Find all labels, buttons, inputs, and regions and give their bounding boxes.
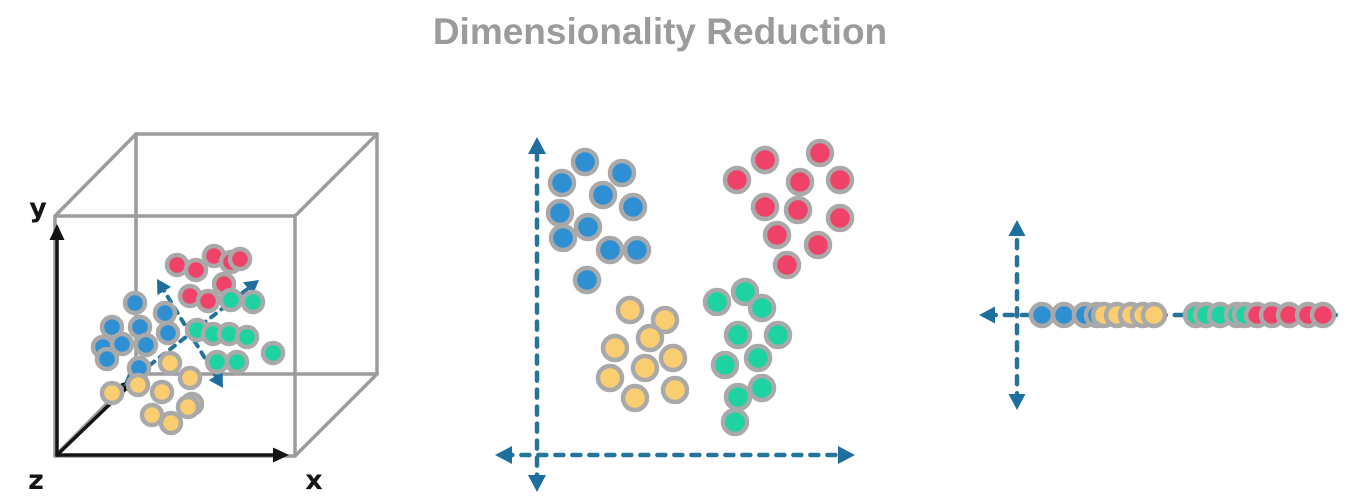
red-cluster-point — [772, 250, 802, 280]
blue-cluster-point — [545, 198, 575, 228]
blue-cluster-point — [595, 235, 625, 265]
red-cluster-point — [183, 257, 209, 283]
green-cluster-point — [224, 349, 250, 375]
cube-axis-label-x: x — [305, 465, 322, 496]
green-cluster-point — [204, 349, 230, 375]
cube-x-axis-end-arrowhead — [273, 447, 289, 463]
yellow-cluster-point — [157, 350, 183, 376]
yellow-cluster-point — [630, 353, 660, 383]
yellow-cluster-point — [650, 305, 680, 335]
blue-cluster-point — [1050, 301, 1078, 329]
red-cluster-point — [825, 203, 855, 233]
plane-x-axis-end-arrowhead — [838, 446, 855, 464]
blue-cluster-point — [94, 346, 120, 372]
blue-cluster-point — [152, 300, 178, 326]
plane-y-axis-end-arrowhead — [528, 137, 546, 154]
yellow-cluster-point — [620, 383, 650, 413]
blue-cluster-point — [109, 331, 135, 357]
yellow-cluster-point — [125, 372, 151, 398]
green-cluster-point — [240, 289, 266, 315]
red-cluster-point — [750, 145, 780, 175]
green-cluster-point — [723, 320, 753, 350]
plane-x-axis-start-arrowhead — [495, 446, 512, 464]
red-cluster-point — [783, 195, 813, 225]
yellow-cluster-point — [600, 333, 630, 363]
red-cluster-point — [195, 288, 221, 314]
red-cluster-point — [1309, 301, 1337, 329]
green-cluster-point — [234, 324, 260, 350]
blue-cluster-point — [122, 290, 148, 316]
red-cluster-point — [722, 165, 752, 195]
cube-projection-arrow-end-arrowhead — [208, 371, 223, 388]
cube-axis-label-y: y — [29, 193, 47, 224]
cube-depth-edge — [293, 372, 379, 458]
red-cluster-point — [750, 192, 780, 222]
green-cluster-point — [730, 277, 760, 307]
blue-cluster-point — [588, 180, 618, 210]
yellow-cluster-point — [177, 365, 203, 391]
yellow-cluster-point — [615, 295, 645, 325]
green-cluster-point — [720, 407, 750, 437]
green-cluster-point — [710, 350, 740, 380]
green-cluster-point — [747, 373, 777, 403]
yellow-cluster-point — [175, 394, 201, 420]
plane-y-axis-start-arrowhead — [528, 475, 546, 492]
red-cluster-point — [785, 167, 815, 197]
blue-cluster-point — [1028, 301, 1056, 329]
cube-axis-label-z: z — [28, 465, 44, 496]
blue-cluster-point — [572, 265, 602, 295]
green-cluster-point — [723, 382, 753, 412]
blue-cluster-point — [618, 192, 648, 222]
red-cluster-point — [762, 220, 792, 250]
yellow-cluster-point — [660, 375, 690, 405]
cube-depth-edge — [293, 132, 379, 218]
cube-projection-arrow-start-arrowhead — [157, 279, 172, 296]
yellow-cluster-point — [635, 323, 665, 353]
yellow-cluster-point — [99, 380, 125, 406]
yellow-cluster-point — [149, 379, 175, 405]
cube-depth-edge — [53, 132, 138, 218]
blue-cluster-point — [548, 223, 578, 253]
cube-y-axis-end-arrowhead — [49, 224, 65, 240]
yellow-cluster-point — [1140, 301, 1168, 329]
blue-cluster-point — [607, 158, 637, 188]
line-y-axis-end-arrowhead — [1008, 220, 1026, 236]
green-cluster-point — [747, 293, 777, 323]
red-cluster-point — [805, 138, 835, 168]
blue-cluster-point — [133, 332, 159, 358]
red-cluster-point — [825, 165, 855, 195]
cube-projection-arrow-end-arrowhead — [243, 280, 259, 295]
blue-cluster-point — [547, 168, 577, 198]
yellow-cluster-point — [158, 410, 184, 436]
figure-title: Dimensionality Reduction — [432, 11, 888, 52]
line-x-axis-start-arrowhead — [979, 306, 995, 324]
green-cluster-point — [218, 287, 244, 313]
green-cluster-point — [743, 343, 773, 373]
yellow-cluster-point — [658, 343, 688, 373]
green-cluster-point — [260, 340, 286, 366]
green-cluster-point — [702, 287, 732, 317]
line-y-axis-start-arrowhead — [1008, 394, 1026, 410]
blue-cluster-point — [570, 147, 600, 177]
yellow-cluster-point — [595, 363, 625, 393]
blue-cluster-point — [622, 235, 652, 265]
red-cluster-point — [227, 246, 253, 272]
blue-cluster-point — [573, 212, 603, 242]
red-cluster-point — [803, 230, 833, 260]
green-cluster-point — [763, 320, 793, 350]
blue-cluster-point — [155, 320, 181, 346]
